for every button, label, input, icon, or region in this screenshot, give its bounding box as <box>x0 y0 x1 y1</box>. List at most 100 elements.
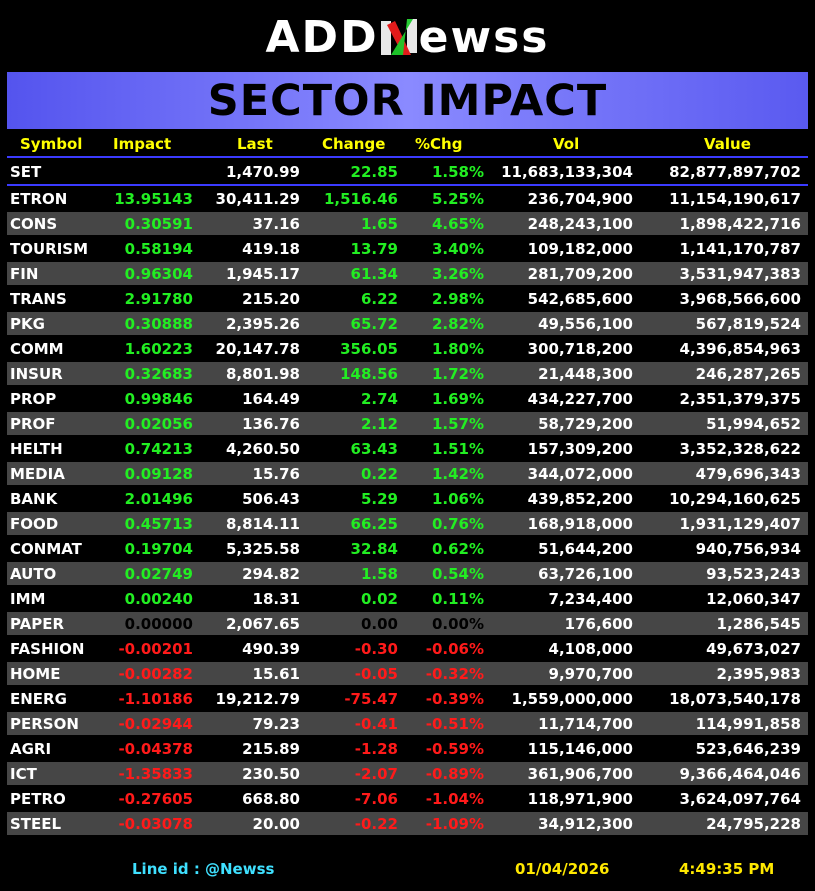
cell-value: 246,287,265 <box>695 365 801 383</box>
cell-vol: 1,559,000,000 <box>511 690 633 708</box>
cell-last: 506.43 <box>242 490 300 508</box>
cell-symbol: PROP <box>10 390 57 408</box>
cell-symbol: IMM <box>10 590 46 608</box>
logo-n-mark <box>380 19 417 55</box>
table-row: STEEL -0.03078 20.00 -0.22 -1.09% 34,912,300 2… <box>7 812 808 835</box>
cell-impact: 2.01496 <box>124 490 193 508</box>
cell-last: 2,067.65 <box>225 615 300 633</box>
cell-value: 114,991,858 <box>695 715 801 733</box>
cell-symbol: MEDIA <box>10 465 65 483</box>
header-impact: Impact <box>113 135 172 153</box>
table-row: PETRO -0.27605 668.80 -7.06 -1.04% 118,971,90… <box>7 787 808 810</box>
table-row: HELTH 0.74213 4,260.50 63.43 1.51% 157,309,20… <box>7 437 808 460</box>
table-row: ICT -1.35833 230.50 -2.07 -0.89% 361,906,700 9… <box>7 762 808 785</box>
cell-value: 3,968,566,600 <box>679 290 801 308</box>
set-pct: 1.58% <box>431 163 484 181</box>
cell-symbol: ETRON <box>10 190 68 208</box>
cell-impact: 0.99846 <box>124 390 193 408</box>
cell-symbol: TOURISM <box>10 240 89 258</box>
cell-value: 10,294,160,625 <box>669 490 801 508</box>
cell-value: 1,141,170,787 <box>679 240 801 258</box>
cell-pct: 1.80% <box>431 340 484 358</box>
cell-pct: -0.59% <box>425 740 484 758</box>
cell-value: 1,931,129,407 <box>679 515 801 533</box>
cell-last: 19,212.79 <box>215 690 300 708</box>
cell-value: 479,696,343 <box>695 465 801 483</box>
cell-pct: 1.51% <box>431 440 484 458</box>
cell-symbol: STEEL <box>10 815 62 833</box>
cell-vol: 157,309,200 <box>527 440 633 458</box>
cell-pct: 1.42% <box>431 465 484 483</box>
cell-symbol: INSUR <box>10 365 63 383</box>
cell-vol: 9,970,700 <box>548 665 633 683</box>
cell-change: 0.00 <box>360 615 398 633</box>
cell-pct: -0.32% <box>425 665 484 683</box>
cell-vol: 118,971,900 <box>527 790 633 808</box>
table-row: ENERG -1.10186 19,212.79 -75.47 -0.39% 1,559,… <box>7 687 808 710</box>
cell-symbol: ENERG <box>10 690 67 708</box>
cell-change: 32.84 <box>350 540 398 558</box>
page-title: SECTOR IMPACT <box>207 75 608 126</box>
cell-value: 2,395,983 <box>716 665 801 683</box>
cell-pct: 2.98% <box>431 290 484 308</box>
cell-last: 18.31 <box>252 590 300 608</box>
cell-last: 215.89 <box>242 740 300 758</box>
cell-last: 490.39 <box>242 640 300 658</box>
cell-vol: 63,726,100 <box>538 565 633 583</box>
table-header: Symbol Impact Last Change %Chg Vol Value <box>7 135 808 155</box>
cell-pct: 3.40% <box>431 240 484 258</box>
cell-value: 11,154,190,617 <box>669 190 801 208</box>
line-id-value: @Newss <box>205 860 275 878</box>
cell-symbol: HOME <box>10 665 61 683</box>
table-row: INSUR 0.32683 8,801.98 148.56 1.72% 21,448,30… <box>7 362 808 385</box>
table-row: FIN 0.96304 1,945.17 61.34 3.26% 281,709,200 3… <box>7 262 808 285</box>
cell-impact: 0.74213 <box>124 440 193 458</box>
cell-vol: 439,852,200 <box>527 490 633 508</box>
header-divider <box>7 156 808 158</box>
cell-pct: 0.62% <box>431 540 484 558</box>
cell-vol: 115,146,000 <box>527 740 633 758</box>
cell-change: -0.05 <box>354 665 398 683</box>
header-pct: %Chg <box>415 135 463 153</box>
set-divider <box>7 184 808 186</box>
cell-change: -1.28 <box>354 740 398 758</box>
cell-change: 2.74 <box>360 390 398 408</box>
cell-pct: 1.57% <box>431 415 484 433</box>
header-change: Change <box>322 135 386 153</box>
cell-impact: 0.58194 <box>124 240 193 258</box>
cell-vol: 248,243,100 <box>527 215 633 233</box>
table-row: FOOD 0.45713 8,814.11 66.25 0.76% 168,918,000… <box>7 512 808 535</box>
cell-change: 1.58 <box>360 565 398 583</box>
cell-vol: 51,644,200 <box>538 540 633 558</box>
set-symbol: SET <box>10 163 42 181</box>
cell-impact: 0.00240 <box>124 590 193 608</box>
table-row: TOURISM 0.58194 419.18 13.79 3.40% 109,182,00… <box>7 237 808 260</box>
cell-change: 66.25 <box>350 515 398 533</box>
cell-vol: 542,685,600 <box>527 290 633 308</box>
cell-impact: 0.00000 <box>124 615 193 633</box>
cell-last: 5,325.58 <box>225 540 300 558</box>
cell-last: 136.76 <box>242 415 300 433</box>
cell-change: -0.41 <box>354 715 398 733</box>
table-row: ETRON 13.95143 30,411.29 1,516.46 5.25% 236,7… <box>7 187 808 210</box>
cell-vol: 4,108,000 <box>548 640 633 658</box>
cell-symbol: TRANS <box>10 290 67 308</box>
cell-value: 3,624,097,764 <box>679 790 801 808</box>
cell-impact: -1.10186 <box>118 690 193 708</box>
cell-change: 6.22 <box>360 290 398 308</box>
cell-change: -0.30 <box>354 640 398 658</box>
cell-vol: 281,709,200 <box>527 265 633 283</box>
cell-pct: 1.72% <box>431 365 484 383</box>
cell-value: 18,073,540,178 <box>669 690 801 708</box>
table-row: PKG 0.30888 2,395.26 65.72 2.82% 49,556,100 56… <box>7 312 808 335</box>
cell-pct: 0.76% <box>431 515 484 533</box>
cell-last: 15.76 <box>252 465 300 483</box>
footer-time: 4:49:35 PM <box>679 860 775 878</box>
cell-impact: 0.09128 <box>124 465 193 483</box>
cell-change: 13.79 <box>350 240 398 258</box>
cell-impact: 13.95143 <box>114 190 193 208</box>
cell-impact: 0.45713 <box>124 515 193 533</box>
set-vol: 11,683,133,304 <box>501 163 633 181</box>
header-vol: Vol <box>553 135 580 153</box>
cell-last: 37.16 <box>252 215 300 233</box>
